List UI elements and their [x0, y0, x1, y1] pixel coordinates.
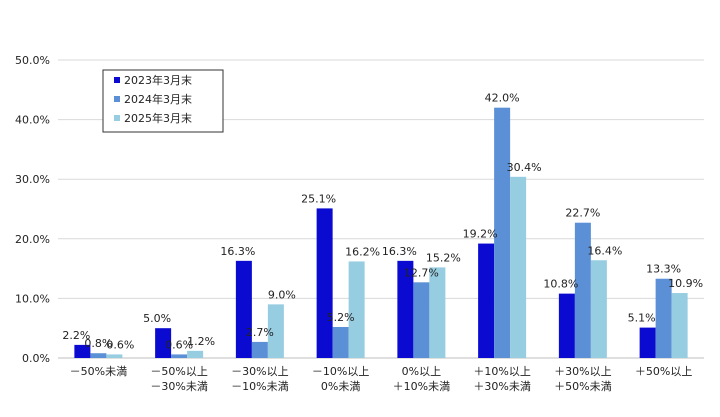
data-label: 22.7%	[565, 207, 600, 220]
bar	[187, 350, 204, 358]
bar	[671, 293, 688, 358]
bar	[574, 222, 591, 358]
bar	[429, 267, 446, 358]
data-label: 0.6%	[106, 338, 134, 351]
data-label: 5.1%	[628, 312, 656, 325]
bar	[590, 260, 607, 358]
y-tick-label: 10.0%	[15, 292, 50, 305]
data-label: 1.2%	[187, 335, 215, 348]
bar	[655, 278, 672, 358]
category-labels: －50%未満 －50%以上 －30%未満 －30%以上 －10%未満 －10%以上 0%未満…	[70, 365, 693, 393]
category-label: 0%未満	[321, 380, 360, 393]
data-label: 10.8%	[543, 278, 578, 291]
data-label: 5.0%	[143, 312, 171, 325]
category-label: ＋50%以上	[635, 365, 692, 378]
bar	[332, 327, 349, 358]
data-label: 9.0%	[268, 288, 296, 301]
bar	[639, 327, 656, 358]
bar	[397, 260, 414, 358]
category-label: －10%以上	[312, 365, 369, 378]
legend-box	[102, 69, 224, 133]
bar	[478, 243, 495, 358]
data-label: 10.9%	[668, 277, 703, 290]
bar	[251, 341, 268, 358]
legend-label: 2025年3月末	[124, 111, 192, 125]
legend-swatch	[114, 77, 120, 83]
category-label: －30%以上	[231, 365, 288, 378]
bar	[74, 344, 91, 358]
bar	[348, 261, 365, 358]
y-tick-label: 50.0%	[15, 54, 50, 67]
data-label: 16.4%	[587, 244, 622, 257]
y-tick-label: 0.0%	[22, 352, 50, 365]
category-label: ＋50%未満	[554, 380, 611, 393]
y-axis-ticks: 0.0% 10.0% 20.0% 30.0% 40.0% 50.0%	[15, 54, 50, 365]
bar	[316, 208, 333, 358]
data-label: 25.1%	[301, 192, 336, 205]
bar	[171, 354, 188, 358]
category-label: ＋10%以上	[473, 365, 530, 378]
data-label: 19.2%	[463, 228, 498, 241]
bar	[155, 328, 172, 358]
category-label: 0%以上	[402, 365, 441, 378]
legend-swatch	[114, 96, 120, 102]
bar	[106, 354, 123, 358]
bar	[558, 293, 575, 358]
data-label: 16.3%	[220, 245, 255, 258]
bar	[90, 353, 107, 358]
category-label: －30%未満	[150, 380, 207, 393]
bar	[510, 176, 527, 358]
data-label: 2.7%	[246, 326, 274, 339]
legend-swatch	[114, 115, 120, 121]
bar	[494, 107, 511, 359]
legend-label: 2023年3月末	[124, 73, 192, 87]
bar	[235, 260, 252, 358]
category-label: －50%未満	[70, 365, 127, 378]
bars	[74, 107, 688, 359]
legend: 2023年3月末 2024年3月末 2025年3月末	[102, 69, 224, 133]
data-label: 16.2%	[345, 245, 380, 258]
data-label: 0.8%	[84, 337, 112, 350]
category-label: ＋30%以上	[554, 365, 611, 378]
data-label: 30.4%	[507, 161, 542, 174]
category-label: －50%以上	[150, 365, 207, 378]
y-tick-label: 20.0%	[15, 233, 50, 246]
data-label: 16.3%	[382, 245, 417, 258]
data-label: 13.3%	[646, 263, 681, 276]
data-label: 12.7%	[404, 266, 439, 279]
data-label: 5.2%	[327, 311, 355, 324]
category-label: ＋30%未満	[473, 380, 530, 393]
category-label: －10%未満	[231, 380, 288, 393]
data-labels: 2.2%0.8%0.6%5.0%0.6%1.2%16.3%2.7%9.0%25.…	[62, 92, 703, 352]
y-tick-label: 40.0%	[15, 114, 50, 127]
data-label: 42.0%	[485, 92, 520, 105]
data-label: 2.2%	[62, 329, 90, 342]
data-label: 0.6%	[165, 338, 193, 351]
category-label: ＋10%未満	[393, 380, 450, 393]
data-label: 15.2%	[426, 251, 461, 264]
legend-label: 2024年3月末	[124, 92, 192, 106]
bar	[413, 282, 430, 358]
y-tick-label: 30.0%	[15, 173, 50, 186]
bar	[267, 304, 284, 358]
